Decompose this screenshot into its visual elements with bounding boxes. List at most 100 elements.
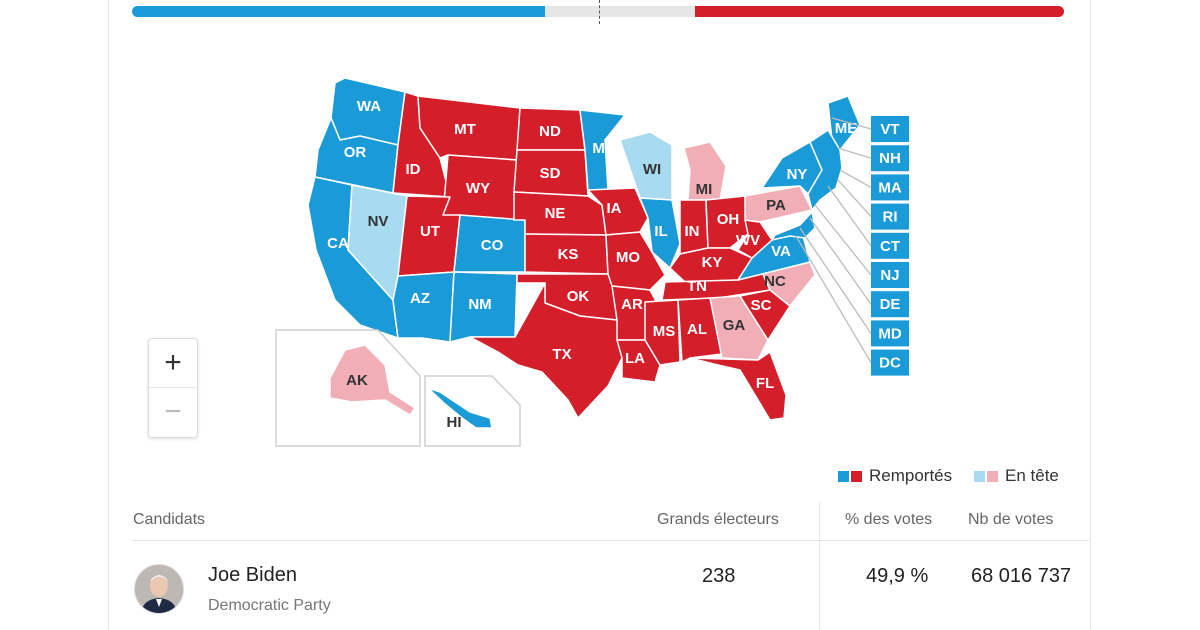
- state-label-ky: KY: [702, 254, 723, 271]
- rep-electoral-bar: [695, 6, 1064, 17]
- state-al[interactable]: [677, 297, 723, 363]
- state-label-mi: MI: [696, 181, 713, 198]
- state-label-ms: MS: [653, 323, 676, 340]
- state-box-ri[interactable]: [871, 203, 909, 230]
- state-box-label-ri: RI: [883, 209, 898, 226]
- candidate-name: Joe Biden: [208, 564, 297, 586]
- state-ga[interactable]: [709, 295, 769, 361]
- state-label-co: CO: [481, 237, 504, 254]
- state-label-mn: MN: [592, 140, 615, 157]
- state-label-ar: AR: [621, 296, 643, 313]
- state-label-la: LA: [625, 350, 645, 367]
- state-box-ct[interactable]: [871, 232, 909, 259]
- state-box-label-ma: MA: [878, 179, 901, 196]
- state-label-pa: PA: [766, 197, 786, 214]
- state-labels-layer: WA OR CA NV ID MT WY UT AZ CO NM ND SD NE KS OK TX MN IA MO…: [327, 98, 857, 431]
- state-ak[interactable]: [329, 344, 416, 416]
- candidate-percent: 49,9 %: [866, 565, 929, 587]
- state-tx[interactable]: [469, 282, 623, 419]
- state-oh[interactable]: [705, 195, 749, 249]
- state-label-ga: GA: [723, 317, 746, 334]
- state-label-tn: TN: [687, 278, 707, 295]
- zoom-in-button[interactable]: +: [149, 339, 197, 388]
- state-ms[interactable]: [644, 299, 681, 366]
- candidate-electors: 238: [702, 565, 736, 587]
- state-label-nc: NC: [764, 273, 786, 290]
- zoom-out-button[interactable]: −: [164, 395, 182, 428]
- leader-line-ma: [839, 169, 872, 188]
- state-me[interactable]: [827, 95, 861, 151]
- legend-dem-leading-swatch: [974, 470, 985, 482]
- state-box-dc[interactable]: [871, 349, 909, 376]
- state-label-in: IN: [685, 223, 700, 240]
- insets-layer: [275, 329, 521, 447]
- leader-line-ct: [827, 185, 872, 247]
- state-label-al: AL: [687, 321, 707, 338]
- state-label-nm: NM: [468, 296, 491, 313]
- state-box-ma[interactable]: [871, 174, 909, 201]
- state-box-label-md: MD: [878, 325, 901, 342]
- state-label-ia: IA: [607, 200, 622, 217]
- state-box-label-nj: NJ: [880, 267, 899, 284]
- state-label-ne: NE: [545, 205, 566, 222]
- state-fl[interactable]: [689, 351, 787, 421]
- candidate-avatar: [134, 564, 184, 614]
- state-label-tx: TX: [552, 346, 571, 363]
- header-candidates: Candidats: [133, 511, 206, 528]
- majority-threshold-line: [599, 0, 600, 24]
- state-label-ca: CA: [327, 235, 349, 252]
- leader-line-dc: [795, 235, 872, 363]
- state-box-label-dc: DC: [879, 355, 901, 372]
- state-label-ak: AK: [346, 372, 368, 389]
- state-box-nj[interactable]: [871, 262, 909, 288]
- state-wi[interactable]: [619, 131, 673, 201]
- state-label-id: ID: [406, 161, 421, 178]
- state-label-hi: HI: [447, 414, 462, 431]
- state-label-nv: NV: [368, 213, 389, 230]
- leader-line-nh: [837, 147, 872, 159]
- state-az[interactable]: [392, 271, 455, 343]
- legend-won: Remportés: [838, 466, 952, 486]
- legend-rep-leading-swatch: [987, 470, 998, 482]
- legend-dem-won-swatch: [838, 470, 849, 482]
- state-box-label-nh: NH: [879, 150, 901, 167]
- state-label-sd: SD: [540, 165, 561, 182]
- state-mo[interactable]: [605, 231, 666, 291]
- state-label-fl: FL: [756, 375, 774, 392]
- header-percent: % des votes: [845, 511, 933, 528]
- state-label-me: ME: [835, 120, 858, 137]
- state-label-va: VA: [771, 243, 791, 260]
- state-label-sc: SC: [751, 297, 772, 314]
- state-label-oh: OH: [717, 211, 740, 228]
- hawaii-inset-frame: [424, 375, 521, 447]
- state-box-nh[interactable]: [871, 145, 909, 172]
- leader-line-nj: [814, 204, 872, 276]
- state-label-ny: NY: [787, 166, 808, 183]
- uncalled-electoral-bar: [545, 6, 695, 17]
- candidate-votes: 68 016 737: [971, 565, 1072, 587]
- header-electors: Grands électeurs: [657, 511, 779, 528]
- results-card: [108, 0, 1091, 630]
- state-label-nd: ND: [539, 123, 561, 140]
- leader-line-md: [799, 227, 872, 334]
- header-votes: Nb de votes: [968, 511, 1054, 528]
- state-box-de[interactable]: [871, 291, 909, 318]
- state-box-md[interactable]: [871, 320, 909, 347]
- state-label-wi: WI: [643, 161, 661, 178]
- state-hi[interactable]: [427, 387, 493, 429]
- state-label-wy: WY: [466, 180, 490, 197]
- state-box-label-ct: CT: [880, 238, 900, 255]
- dem-electoral-bar: [132, 6, 545, 17]
- state-label-ok: OK: [567, 288, 590, 305]
- legend-leading-label: En tête: [1005, 466, 1059, 485]
- state-label-mo: MO: [616, 249, 640, 266]
- state-box-vt[interactable]: [871, 116, 909, 142]
- state-pa[interactable]: [744, 185, 813, 223]
- state-label-mt: MT: [454, 121, 476, 138]
- state-box-label-vt: VT: [880, 121, 899, 138]
- northeast-small-states: [807, 128, 843, 212]
- state-label-wa: WA: [357, 98, 381, 115]
- leader-line-ri: [837, 179, 872, 218]
- state-label-or: OR: [344, 144, 367, 161]
- state-box-label-de: DE: [880, 296, 901, 313]
